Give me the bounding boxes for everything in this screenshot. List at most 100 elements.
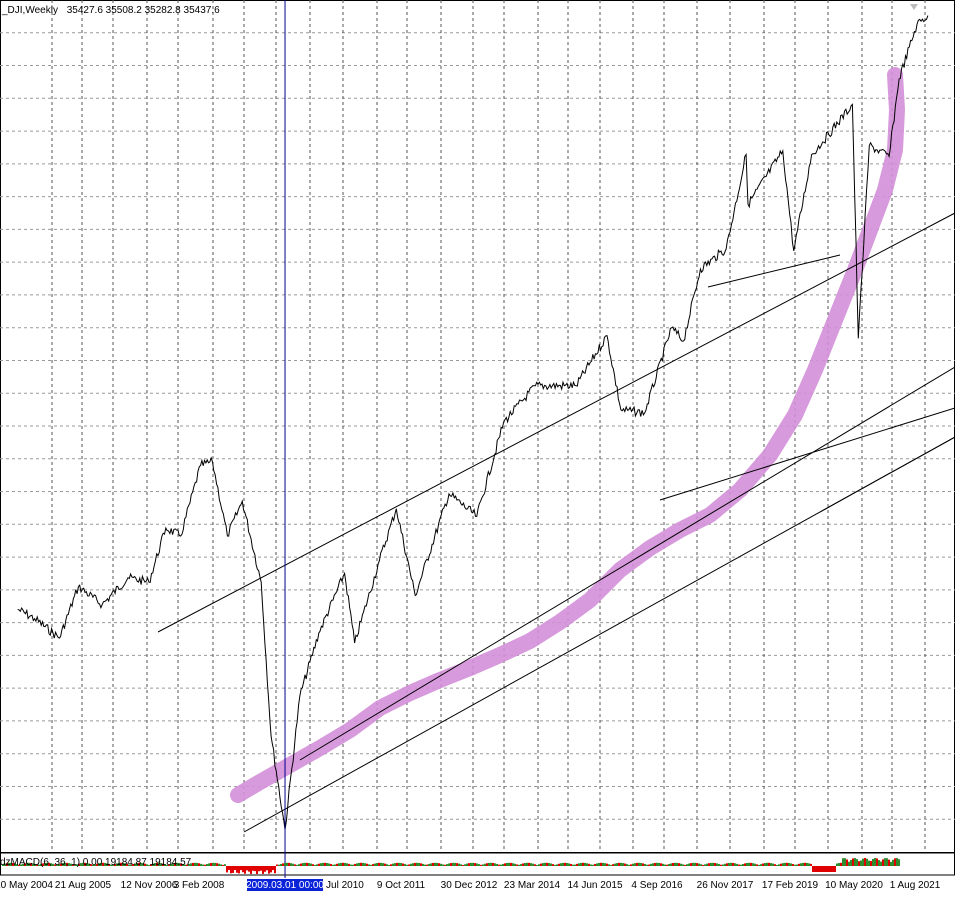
indicator-bar [728, 862, 730, 866]
indicator-bar [642, 863, 644, 866]
indicator-bar [420, 863, 422, 866]
indicator-bar [26, 862, 28, 866]
indicator-bar [332, 864, 334, 866]
indicator-bar [782, 863, 784, 866]
chart-header: _DJI,Weekly 35427.6 35508.2 35282.8 3543… [2, 5, 226, 16]
indicator-bar [750, 862, 752, 866]
indicator-bar [156, 862, 158, 866]
indicator-bar [284, 862, 286, 866]
indicator-bar [712, 862, 714, 866]
indicator-bar [634, 863, 636, 866]
indicator-bar [504, 863, 506, 866]
indicator-bar [878, 860, 880, 866]
indicator-bar [546, 862, 548, 866]
indicator-bar [348, 863, 350, 866]
indicator-bar [822, 866, 824, 872]
indicator-bar [270, 866, 272, 873]
ohlc-values: 35427.6 35508.2 35282.8 35437.6 [66, 5, 220, 16]
indicator-bar [778, 864, 780, 866]
indicator-bar [434, 862, 436, 866]
indicator-bar [814, 866, 816, 872]
indicator-bar [98, 863, 100, 866]
indicator-bar [184, 864, 186, 866]
indicator-bar [618, 862, 620, 866]
indicator-bar [602, 862, 604, 866]
indicator-bar [386, 864, 388, 866]
indicator-bar [482, 864, 484, 866]
indicator-bar [744, 863, 746, 866]
indicator-bar [610, 864, 612, 866]
indicator-bar [198, 863, 200, 866]
indicator-bar [210, 862, 212, 866]
x-tick-label: 12 Nov 2006 [121, 880, 178, 891]
indicator-bar [6, 863, 8, 866]
indicator-bar [614, 863, 616, 866]
indicator-bar [718, 864, 720, 866]
indicator-bar [698, 863, 700, 866]
indicator-bar [340, 862, 342, 866]
indicator-bar [324, 862, 326, 866]
indicator-bar [44, 862, 46, 866]
indicator-bar [164, 864, 166, 866]
indicator-bar [466, 863, 468, 866]
indicator-bar [600, 862, 602, 866]
indicator-bar [580, 862, 582, 866]
indicator-bar [90, 864, 92, 866]
indicator-bar [288, 862, 290, 866]
indicator-bar [140, 862, 142, 866]
indicator-bar [846, 859, 848, 866]
indicator-bar [160, 863, 162, 866]
indicator-bar [686, 864, 688, 866]
indicator-bar [700, 864, 702, 866]
indicator-bar [276, 864, 278, 866]
indicator-bar [670, 863, 672, 866]
indicator-bar [560, 863, 562, 866]
indicator-bar [794, 864, 796, 866]
x-tick-label: 4 Sep 2016 [631, 880, 683, 891]
indicator-bar [356, 863, 358, 866]
indicator-bar [800, 863, 802, 866]
indicator-bar [208, 863, 210, 866]
indicator-bar [590, 864, 592, 866]
indicator-bar [808, 863, 810, 866]
indicator-bar [312, 864, 314, 866]
indicator-bar [818, 866, 820, 872]
trend-line [707, 254, 841, 288]
indicator-bar [232, 866, 234, 873]
indicator-bar [836, 863, 838, 866]
indicator-bar [46, 862, 48, 866]
indicator-bar [872, 859, 874, 866]
indicator-bar [492, 862, 494, 866]
indicator-bar [682, 864, 684, 866]
indicator-bar [454, 862, 456, 866]
indicator-bar [476, 863, 478, 866]
indicator-bar [400, 863, 402, 866]
x-tick-label: 18 Jul 2010 [312, 880, 364, 891]
indicator-bar [762, 863, 764, 866]
indicator-bar [656, 862, 658, 866]
indicator-bar [76, 864, 78, 866]
indicator-bar [874, 858, 876, 866]
x-tick-label: 14 Jun 2015 [567, 880, 622, 891]
indicator-bar [604, 863, 606, 866]
indicator-bar [436, 862, 438, 866]
indicator-bar [264, 866, 266, 872]
indicator-bar [362, 862, 364, 866]
indicator-bar [182, 863, 184, 866]
indicator-bar [260, 866, 262, 871]
indicator-bar [56, 864, 58, 866]
indicator-bar [122, 862, 124, 866]
indicator-bar [168, 864, 170, 866]
indicator-bar [304, 862, 306, 866]
indicator-bar [272, 866, 274, 871]
indicator-bar [680, 863, 682, 866]
indicator-bar [834, 866, 836, 872]
indicator-bar [702, 864, 704, 866]
indicator-bar [246, 866, 248, 871]
indicator-bar [570, 863, 572, 866]
indicator-bar [36, 864, 38, 866]
indicator-bar [666, 864, 668, 866]
indicator-bar [574, 864, 576, 866]
